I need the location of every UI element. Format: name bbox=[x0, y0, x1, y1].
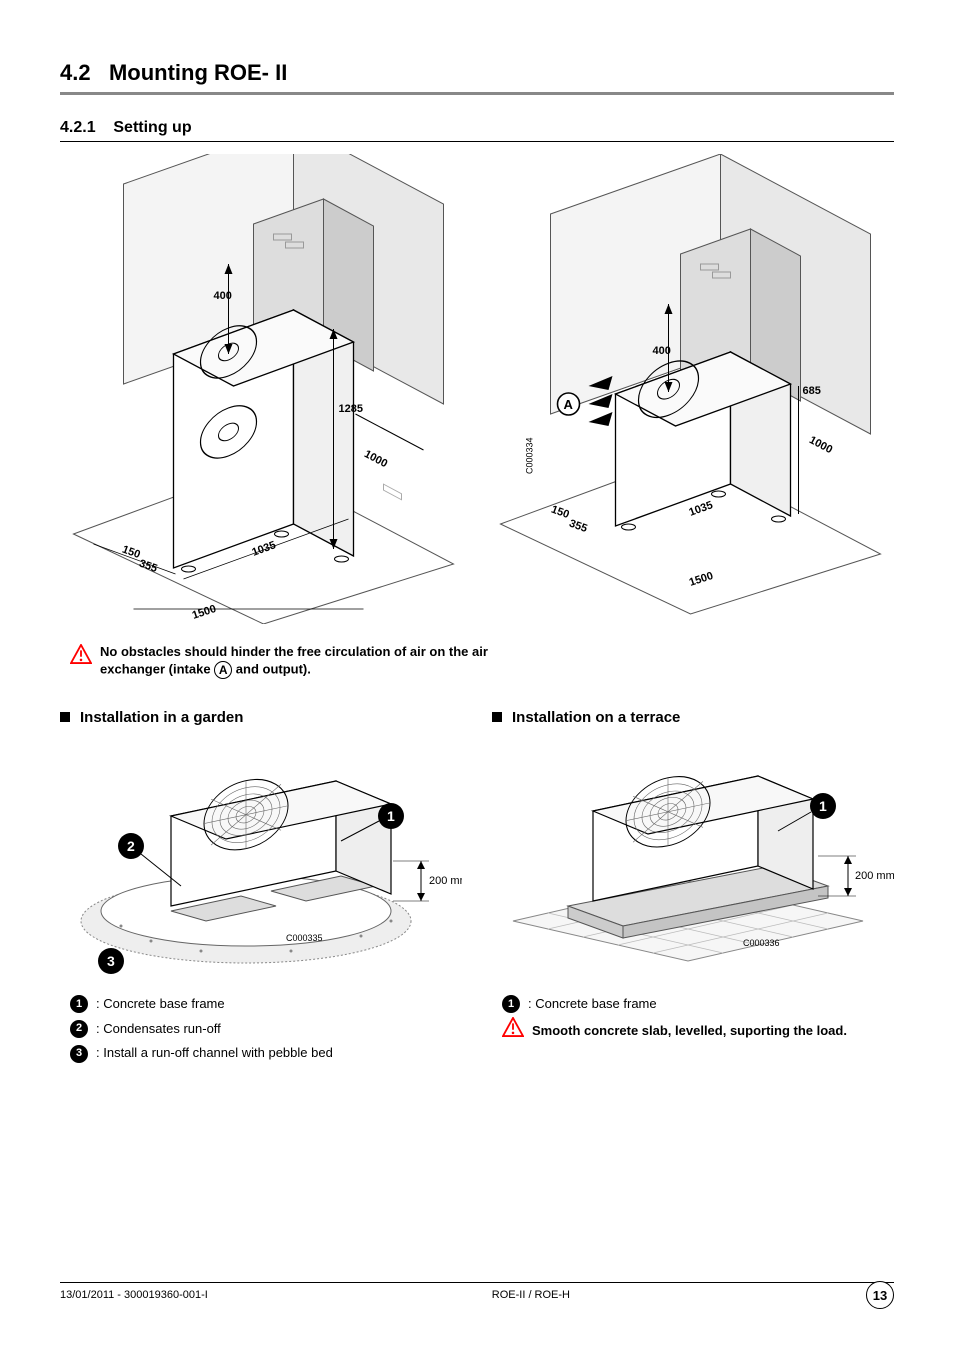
terrace-code: C000336 bbox=[743, 938, 780, 948]
a-marker: A bbox=[564, 397, 574, 412]
legend-row: 3 : Install a run-off channel with pebbl… bbox=[70, 1041, 462, 1066]
terrace-figure: 200 mm 1 C000336 bbox=[492, 746, 894, 976]
dim-1035: 1035 bbox=[250, 539, 277, 559]
dim-355-r: 355 bbox=[567, 518, 588, 536]
install-garden-col: Installation in a garden bbox=[60, 709, 462, 1066]
terrace-legend: 1 : Concrete base frame Smooth concrete … bbox=[502, 992, 894, 1045]
badge-2: 2 bbox=[70, 1020, 88, 1038]
legend-3: : Install a run-off channel with pebble … bbox=[96, 1041, 333, 1066]
dim-150-r: 150 bbox=[549, 504, 570, 522]
subsection-text: Setting up bbox=[113, 119, 191, 136]
bullet-icon bbox=[60, 712, 70, 722]
terrace-warn-text: Smooth concrete slab, levelled, suportin… bbox=[532, 1019, 847, 1044]
install-terrace-heading: Installation on a terrace bbox=[492, 709, 894, 726]
dim-685: 685 bbox=[803, 385, 821, 397]
bullet-icon bbox=[492, 712, 502, 722]
garden-code: C000335 bbox=[286, 933, 323, 943]
heading-terrace: Installation on a terrace bbox=[512, 709, 680, 726]
legend-t1: : Concrete base frame bbox=[528, 992, 657, 1017]
installation-columns: Installation in a garden bbox=[60, 709, 894, 1066]
garden-200mm: 200 mm bbox=[429, 875, 462, 887]
badge-t1: 1 bbox=[502, 995, 520, 1013]
dim-1000: 1000 bbox=[362, 448, 389, 470]
garden-figure: 200 mm 1 2 3 C000335 bbox=[60, 746, 462, 976]
iso-drawing-left: 400 1285 1000 150 355 1035 1500 bbox=[60, 154, 467, 624]
section-title: 4.2 Mounting ROE- II bbox=[60, 60, 894, 95]
warn-marker: A bbox=[214, 661, 232, 679]
dim-1035-r: 1035 bbox=[687, 499, 714, 519]
badge-3: 3 bbox=[70, 1045, 88, 1063]
page-number: 13 bbox=[866, 1281, 894, 1309]
dim-1000-r: 1000 bbox=[807, 434, 834, 456]
legend-row: 2 : Condensates run-off bbox=[70, 1017, 462, 1042]
fig-code-r: C000334 bbox=[525, 437, 535, 474]
section-num: 4.2 bbox=[60, 60, 91, 85]
footer-center: ROE-II / ROE-H bbox=[492, 1289, 570, 1301]
footer-left: 13/01/2011 - 300019360-001-I bbox=[60, 1289, 208, 1301]
callout-t1: 1 bbox=[819, 798, 827, 814]
diagram-tall-unit: 400 1285 1000 150 355 1035 1500 bbox=[60, 154, 467, 624]
legend-2: : Condensates run-off bbox=[96, 1017, 221, 1042]
dim-top-r: 400 bbox=[653, 345, 671, 357]
callout-1: 1 bbox=[387, 808, 395, 824]
legend-1: : Concrete base frame bbox=[96, 992, 225, 1017]
subsection-num: 4.2.1 bbox=[60, 119, 96, 136]
callout-2: 2 bbox=[127, 838, 135, 854]
terrace-200mm: 200 mm bbox=[855, 870, 894, 882]
subsection-title: 4.2.1 Setting up bbox=[60, 119, 894, 142]
legend-row: 1 : Concrete base frame bbox=[70, 992, 462, 1017]
clearance-diagrams: 400 1285 1000 150 355 1035 1500 bbox=[60, 154, 894, 624]
garden-legend: 1 : Concrete base frame 2 : Condensates … bbox=[70, 992, 462, 1066]
badge-1: 1 bbox=[70, 995, 88, 1013]
dim-1500-r: 1500 bbox=[688, 570, 715, 589]
section-text: Mounting ROE- II bbox=[109, 60, 287, 85]
iso-drawing-right: A 400 bbox=[487, 154, 894, 624]
legend-row: 1 : Concrete base frame bbox=[502, 992, 894, 1017]
warning-icon bbox=[70, 644, 92, 669]
warn-post: and output). bbox=[236, 661, 311, 676]
dim-150: 150 bbox=[120, 544, 141, 562]
callout-3: 3 bbox=[107, 953, 115, 969]
dim-height: 1285 bbox=[339, 403, 363, 415]
dim-1500: 1500 bbox=[191, 603, 218, 622]
terrace-warning: Smooth concrete slab, levelled, suportin… bbox=[502, 1017, 894, 1046]
diagram-short-unit: A 400 bbox=[487, 154, 894, 624]
dim-top: 400 bbox=[214, 290, 232, 302]
page-footer: 13/01/2011 - 300019360-001-I ROE-II / RO… bbox=[60, 1282, 894, 1301]
warning-icon bbox=[502, 1017, 524, 1046]
warning-main: No obstacles should hinder the free circ… bbox=[70, 644, 490, 679]
install-terrace-col: Installation on a terrace bbox=[492, 709, 894, 1066]
install-garden-heading: Installation in a garden bbox=[60, 709, 462, 726]
heading-garden: Installation in a garden bbox=[80, 709, 243, 726]
dim-355: 355 bbox=[137, 558, 158, 576]
warning-text: No obstacles should hinder the free circ… bbox=[100, 644, 490, 679]
